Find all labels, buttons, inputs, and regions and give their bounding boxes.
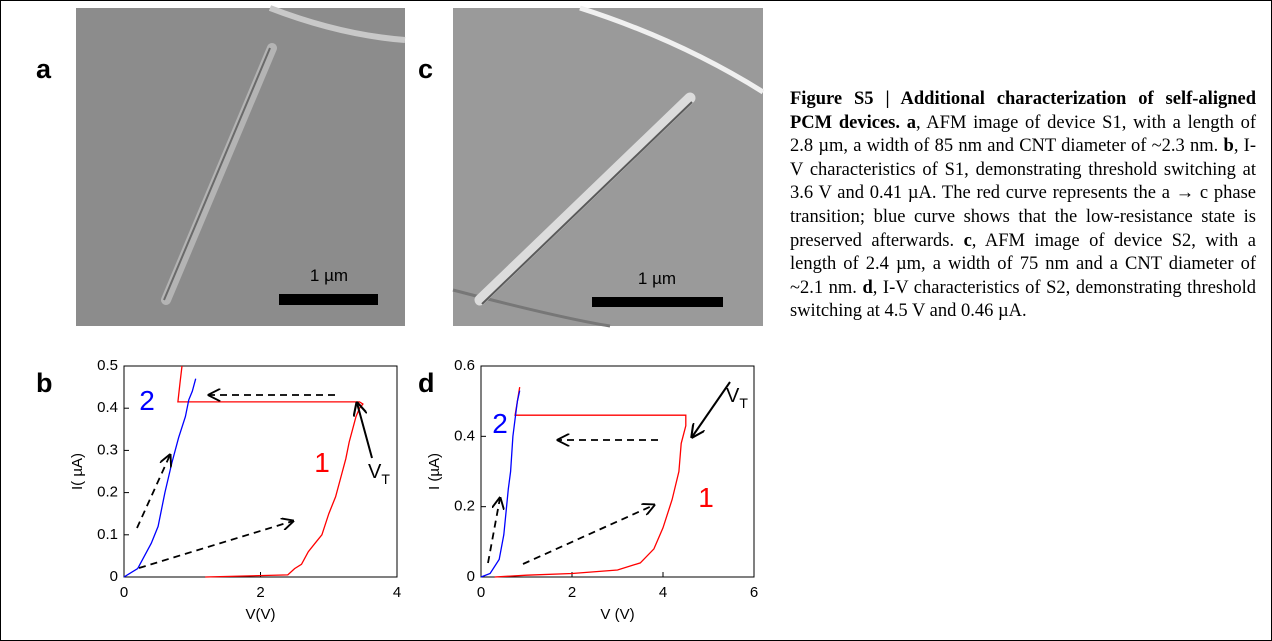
dashed-arrow	[522, 505, 654, 565]
y-tick-label: 0.5	[97, 357, 118, 374]
scale-bar-label: 1 µm	[638, 269, 676, 288]
scale-bar-label: 1 µm	[310, 266, 348, 285]
annotation: VT	[726, 385, 748, 411]
scale-bar	[279, 294, 378, 305]
x-axis-label: V(V)	[246, 606, 276, 623]
series-line	[123, 378, 197, 578]
caption-run: c	[963, 230, 972, 251]
annotation-subscript: T	[739, 395, 748, 411]
dashed-arrow	[487, 498, 500, 564]
y-tick-label: 0.3	[97, 441, 118, 458]
caption-run: d	[862, 277, 873, 298]
y-axis-label: I (µA)	[426, 453, 443, 490]
x-tick-label: 2	[256, 584, 264, 601]
y-tick-label: 0	[467, 568, 475, 585]
afm-image-a: 1 µm	[76, 5, 406, 326]
annotation-subscript: T	[381, 471, 390, 487]
y-tick-label: 0	[110, 568, 118, 585]
y-tick-label: 0.6	[454, 357, 475, 374]
afm-image-c: 1 µm	[452, 5, 765, 328]
caption-run: , I-V characteristics of S2, demonstrati…	[790, 277, 1256, 322]
series-line	[480, 390, 521, 578]
scale-bar	[592, 297, 723, 307]
x-axis-label: V (V)	[600, 606, 634, 623]
panel-label: b	[36, 368, 53, 398]
series-label: 2	[139, 385, 155, 416]
y-tick-label: 0.1	[97, 526, 118, 543]
series-label: 1	[698, 482, 714, 513]
plot-area	[123, 365, 398, 578]
annotation-arrow	[357, 403, 373, 459]
caption-run: , AFM image of device S2, with a length …	[790, 230, 1256, 298]
series-line	[177, 365, 364, 578]
caption-run: b	[1223, 136, 1234, 157]
plot-area	[480, 365, 755, 578]
panel-label: a	[36, 54, 52, 84]
y-axis-label: I( µA)	[69, 453, 86, 490]
caption-run: , I-V characteristics of S1, demonstrati…	[790, 136, 1256, 251]
dashed-arrow	[136, 455, 170, 529]
panel-label: c	[418, 54, 433, 84]
x-tick-label: 6	[750, 584, 758, 601]
caption: Figure S5 | Additional characterization …	[790, 88, 1256, 324]
y-tick-label: 0.2	[97, 484, 118, 501]
x-tick-label: 0	[120, 584, 128, 601]
caption-run: , AFM image of device S1, with a length …	[790, 112, 1256, 157]
series-label: 1	[314, 447, 330, 478]
annotation-text: V	[368, 461, 382, 483]
panel-label: d	[418, 368, 435, 398]
x-tick-label: 0	[477, 584, 485, 601]
annotation-arrow	[692, 381, 731, 437]
y-tick-label: 0.2	[454, 498, 475, 515]
dashed-arrow	[138, 521, 293, 569]
annotation: VT	[368, 461, 390, 487]
x-tick-label: 4	[393, 584, 401, 601]
x-tick-label: 4	[659, 584, 667, 601]
caption-run: Figure S5 | Additional characterization …	[790, 89, 1256, 133]
series-line	[494, 386, 687, 578]
y-tick-label: 0.4	[454, 427, 475, 444]
annotation-text: V	[726, 385, 740, 407]
series-label: 2	[492, 408, 508, 439]
x-tick-label: 2	[568, 584, 576, 601]
y-tick-label: 0.4	[97, 399, 118, 416]
